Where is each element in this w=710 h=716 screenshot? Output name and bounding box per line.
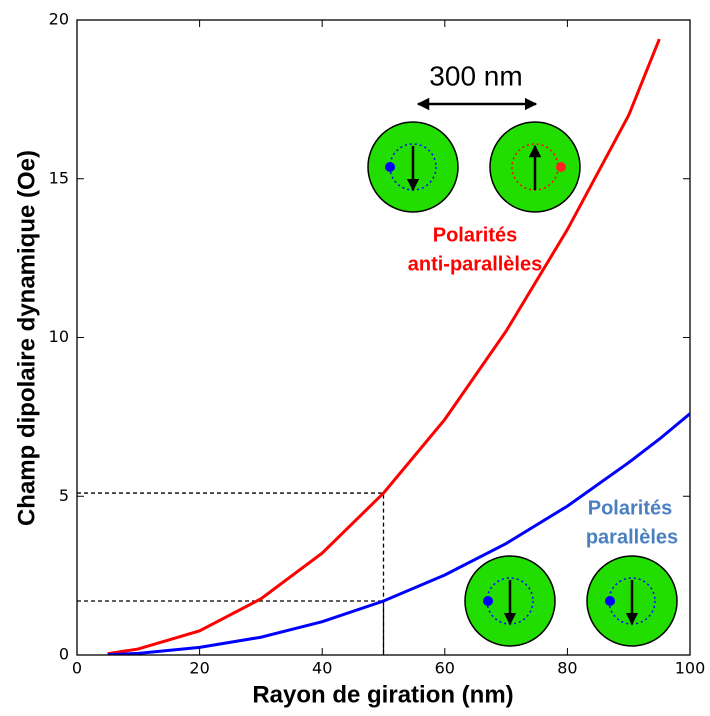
vortex-icons (367, 97, 678, 647)
vortex-icon (367, 121, 459, 213)
x-tick-label: 80 (557, 659, 577, 678)
y-tick-label: 20 (49, 10, 69, 29)
vortex-icon (489, 121, 581, 213)
annotation: parallèles (586, 526, 678, 548)
guide-line (77, 492, 385, 655)
line-series (107, 412, 690, 655)
annotation: Polarités (588, 497, 672, 519)
distance-label: 300 nm (429, 60, 522, 91)
y-tick-label: 5 (59, 486, 69, 505)
y-tick-label: 10 (49, 327, 69, 346)
x-tick-label: 40 (312, 659, 332, 678)
x-tick-label: 20 (189, 659, 209, 678)
x-tick-label: 0 (72, 659, 82, 678)
annotation: anti-parallèles (408, 253, 543, 275)
x-tick-label: 100 (675, 659, 706, 678)
guide-line (77, 600, 385, 655)
vortex-icon (464, 555, 556, 647)
line-series (107, 38, 661, 655)
y-tick-label: 15 (49, 168, 69, 187)
vortex-icon (586, 555, 678, 647)
y-axis-label: Champ dipolaire dynamique (Oe) (13, 150, 40, 526)
annotation: Polarités (433, 224, 517, 246)
x-axis-label: Rayon de giration (nm) (252, 681, 513, 708)
y-tick-label: 0 (59, 645, 69, 664)
x-tick-label: 60 (435, 659, 455, 678)
